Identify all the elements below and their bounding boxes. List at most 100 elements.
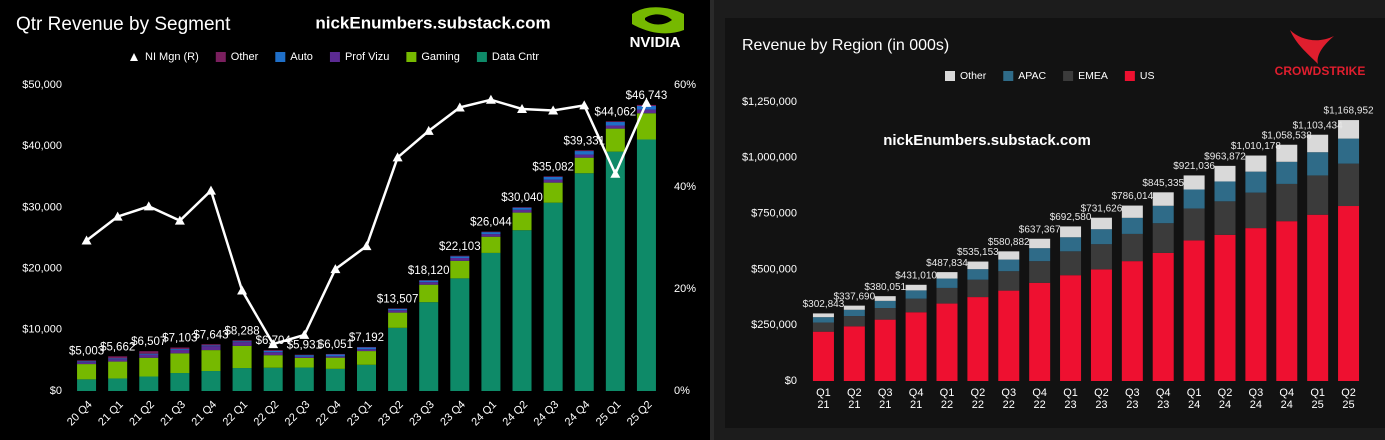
bar-segment: [108, 359, 128, 362]
bar-segment: [325, 354, 345, 357]
bar-segment: [574, 173, 594, 391]
legend-label: Gaming: [421, 51, 460, 63]
bar-segment: [998, 259, 1020, 272]
bar-segment: [357, 364, 376, 391]
bar-segment: [874, 300, 896, 309]
line-marker: [237, 285, 248, 295]
x-tick-label: Q4 23: [1155, 387, 1171, 411]
bar-segment: [1214, 201, 1236, 235]
bar-segment: [512, 207, 532, 208]
logo: NVIDIA: [630, 34, 681, 51]
bar-segment: [263, 349, 283, 351]
bar-segment: [812, 331, 834, 381]
bar-segment: [77, 364, 97, 380]
bar-segment: [843, 309, 865, 317]
bar-segment: [1276, 161, 1298, 184]
bar-segment: [1276, 144, 1298, 162]
legend-label: Other: [960, 70, 987, 82]
bar-segment: [1307, 175, 1329, 215]
bar-segment: [263, 352, 283, 356]
y-tick-label: $10,000: [22, 324, 62, 336]
line-marker: [610, 168, 621, 178]
x-tick-label: Q1 23: [1063, 387, 1078, 411]
x-tick-label: Q4 22: [1032, 387, 1047, 411]
bar-segment: [936, 278, 958, 288]
total-label: $5,931: [287, 340, 322, 352]
bar-segment: [139, 354, 159, 358]
bar-segment: [512, 212, 532, 231]
legend-label: NI Mgn (R): [145, 51, 199, 63]
legend-marker: [130, 53, 138, 61]
legend-label: US: [1140, 70, 1155, 82]
bar-segment: [1152, 252, 1174, 381]
x-tick-label: Q1 22: [939, 387, 955, 411]
bar-segment: [1029, 238, 1051, 249]
bar-segment: [1121, 233, 1143, 262]
bar-segment: [1060, 237, 1082, 252]
bar-segment: [512, 230, 532, 391]
bar-segment: [1029, 248, 1051, 262]
bar-segment: [1029, 282, 1051, 381]
bar-segment: [1183, 240, 1205, 381]
chart-title: Revenue by Region (in 000s): [742, 37, 949, 54]
bar-segment: [450, 278, 470, 391]
bar-segment: [325, 357, 345, 369]
bar-segment: [77, 361, 97, 363]
bar-segment: [1183, 189, 1205, 209]
total-label: $1,058,538: [1262, 130, 1312, 141]
bar-segment: [294, 356, 314, 358]
total-label: $302,843: [803, 299, 845, 310]
bar-segment: [1338, 206, 1360, 381]
bar-segment: [357, 351, 376, 365]
logo: CROWDSTRIKE: [1275, 64, 1366, 78]
bar-segment: [1276, 183, 1298, 222]
bar-segment: [936, 272, 958, 279]
bar-segment: [874, 296, 896, 301]
bar-segment: [1245, 228, 1267, 381]
total-label: $6,507: [131, 336, 166, 348]
bar-segment: [201, 344, 221, 346]
total-label: $39,331: [563, 135, 605, 147]
bar-segment: [1060, 251, 1082, 276]
crowdstrike-bird: [1290, 30, 1334, 64]
x-tick-label: Q4 24: [1279, 387, 1295, 411]
legend-marker: [329, 52, 340, 62]
total-label: $7,103: [162, 333, 197, 345]
y-tick-label: $50,000: [22, 79, 62, 91]
bar-segment: [139, 357, 159, 377]
legend-marker: [406, 52, 417, 62]
bar-segment: [325, 353, 345, 355]
y-tick-label: $250,000: [751, 319, 797, 331]
total-label: $18,120: [408, 265, 450, 277]
bar-segment: [1214, 165, 1236, 182]
x-tick-label: Q1 25: [1310, 387, 1325, 411]
bar-segment: [1090, 244, 1112, 270]
legend-label: EMEA: [1078, 70, 1108, 82]
bar-segment: [1152, 192, 1174, 206]
bar-segment: [77, 362, 97, 365]
line-marker: [517, 103, 528, 113]
bar-segment: [201, 350, 221, 372]
bar-segment: [1183, 208, 1205, 241]
total-label: $30,040: [501, 192, 543, 204]
bar-segment: [998, 251, 1020, 260]
legend-label: Prof Vizu: [345, 51, 389, 63]
bar-segment: [605, 151, 625, 391]
bar-segment: [388, 308, 408, 311]
y-tick-label: $0: [50, 385, 62, 397]
bar-segment: [636, 139, 656, 391]
x-tick-label: Q1 21: [816, 387, 831, 411]
bar-segment: [419, 280, 439, 283]
y-tick-label: $1,000,000: [742, 152, 797, 164]
x-tick-label: Q2 23: [1094, 387, 1109, 411]
bar-segment: [1060, 226, 1082, 238]
bar-segment: [201, 346, 221, 351]
total-label: $1,103,434: [1293, 120, 1343, 131]
bar-segment: [905, 284, 927, 291]
bar-segment: [1338, 138, 1360, 164]
bar-segment: [232, 345, 252, 369]
line-marker: [143, 201, 154, 211]
bar-segment: [543, 182, 563, 203]
